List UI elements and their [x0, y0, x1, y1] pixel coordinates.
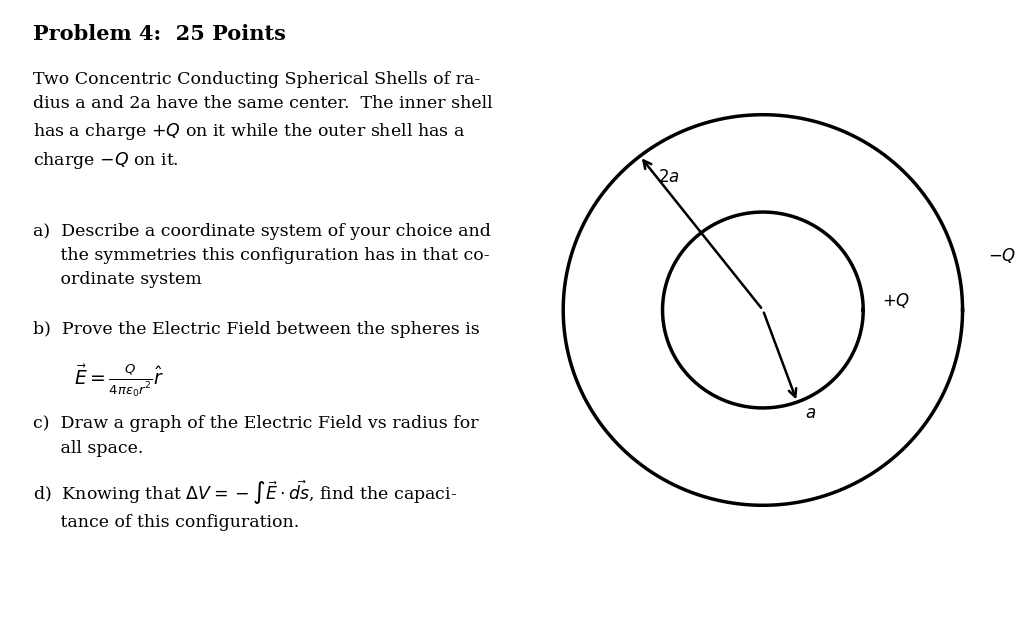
Text: $-Q$: $-Q$: [988, 246, 1017, 265]
Text: $2a$: $2a$: [658, 169, 680, 185]
Text: Two Concentric Conducting Spherical Shells of ra-
dius a and 2a have the same ce: Two Concentric Conducting Spherical Shel…: [33, 71, 493, 171]
Text: a)  Describe a coordinate system of your choice and
     the symmetries this con: a) Describe a coordinate system of your …: [33, 223, 490, 288]
Text: c)  Draw a graph of the Electric Field vs radius for
     all space.: c) Draw a graph of the Electric Field vs…: [33, 415, 478, 456]
Text: $+Q$: $+Q$: [882, 291, 910, 310]
Text: $a$: $a$: [806, 405, 816, 422]
Text: b)  Prove the Electric Field between the spheres is: b) Prove the Electric Field between the …: [33, 321, 479, 338]
Text: d)  Knowing that $\Delta V = -\int \vec{E} \cdot \vec{ds}$, find the capaci-
   : d) Knowing that $\Delta V = -\int \vec{E…: [33, 479, 457, 531]
Text: $\vec{E} = \frac{Q}{4\pi\epsilon_0 r^2}\hat{r}$: $\vec{E} = \frac{Q}{4\pi\epsilon_0 r^2}\…: [74, 363, 164, 399]
Text: Problem 4:  25 Points: Problem 4: 25 Points: [33, 24, 286, 43]
